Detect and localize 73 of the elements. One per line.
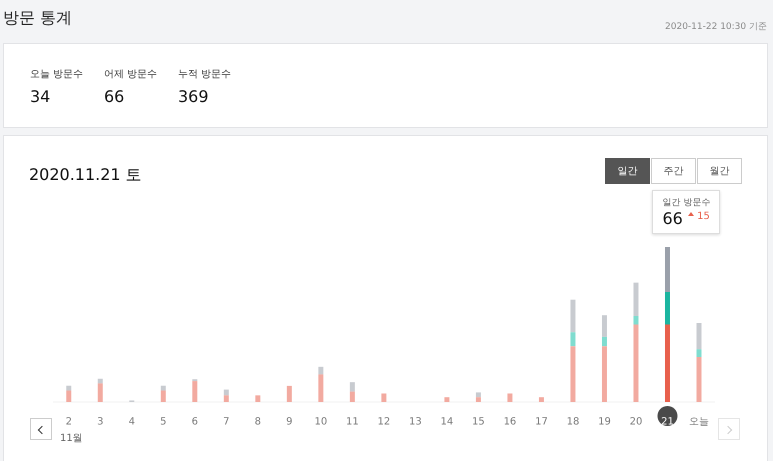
bar — [318, 366, 324, 374]
bar — [255, 395, 260, 402]
text: 주간 — [651, 158, 696, 184]
x-tick-label: 2 — [66, 416, 72, 428]
bar — [66, 386, 72, 391]
bar — [570, 300, 576, 332]
bar — [696, 349, 702, 358]
bar — [444, 397, 450, 402]
bar — [633, 324, 638, 402]
text: 월간 — [697, 158, 742, 184]
bar — [507, 393, 512, 402]
bar — [664, 247, 670, 292]
bar — [286, 386, 292, 402]
bar — [160, 386, 166, 391]
text: 66 — [662, 209, 683, 228]
bar — [224, 395, 229, 402]
text: 일간 방문수 — [662, 197, 710, 209]
text: 34 — [30, 87, 50, 106]
text: 누적 방문수 — [178, 68, 232, 81]
x-tick-label: 12 — [378, 416, 390, 428]
bar — [98, 383, 103, 402]
bar — [602, 315, 607, 337]
x-tick-label: 5 — [160, 416, 166, 428]
x-tick-label: 7 — [223, 416, 230, 428]
bar — [66, 390, 72, 402]
x-tick-label: 11 — [346, 416, 359, 428]
bar — [538, 397, 544, 402]
x-tick-label: 16 — [504, 416, 516, 428]
x-tick-label: 13 — [409, 416, 422, 428]
x-tick-label: 18 — [566, 416, 580, 428]
x-tick-label: 19 — [598, 416, 611, 428]
text: 369 — [178, 87, 209, 106]
bar — [224, 390, 229, 396]
bar — [570, 332, 576, 346]
bar — [98, 378, 103, 384]
bar — [381, 393, 386, 402]
x-tick-label: 14 — [440, 416, 454, 428]
bar — [633, 282, 638, 316]
x-tick-label: 4 — [128, 416, 135, 428]
text: 오늘 방문수 — [30, 68, 84, 81]
bar — [318, 374, 324, 402]
bar — [602, 346, 607, 402]
chart-title: 2020.11.21 토 — [29, 165, 142, 186]
bar — [160, 390, 166, 402]
text: 11월 — [60, 432, 83, 445]
text: 66 — [104, 87, 124, 106]
x-tick-label: 6 — [192, 416, 198, 428]
x-tick-label: 21 — [661, 416, 674, 428]
text: 일간 — [605, 158, 650, 184]
x-tick-label: 20 — [630, 416, 642, 428]
bar — [350, 382, 355, 392]
bar — [633, 316, 638, 324]
x-tick-label: 10 — [314, 416, 328, 428]
bar — [476, 392, 481, 398]
text: 2020-11-22 10:30 기준 — [665, 21, 767, 33]
bar — [696, 322, 702, 350]
text: 어제 방문수 — [104, 68, 158, 81]
bar — [350, 392, 355, 402]
bar — [696, 357, 702, 402]
x-tick-label: 9 — [286, 416, 293, 428]
bar — [192, 381, 198, 402]
x-tick-label: 8 — [254, 416, 262, 428]
x-tick-label: 17 — [535, 416, 548, 428]
bar — [570, 346, 576, 402]
bar — [476, 397, 481, 402]
bar — [664, 324, 670, 402]
text: 방문 통계 — [3, 8, 72, 29]
x-tick-label: 15 — [472, 416, 485, 428]
x-tick-label: 오늘 — [689, 416, 709, 428]
x-tick-label: 3 — [97, 416, 104, 428]
bar — [602, 336, 607, 346]
bar — [664, 292, 670, 324]
text: 15 — [696, 211, 710, 222]
